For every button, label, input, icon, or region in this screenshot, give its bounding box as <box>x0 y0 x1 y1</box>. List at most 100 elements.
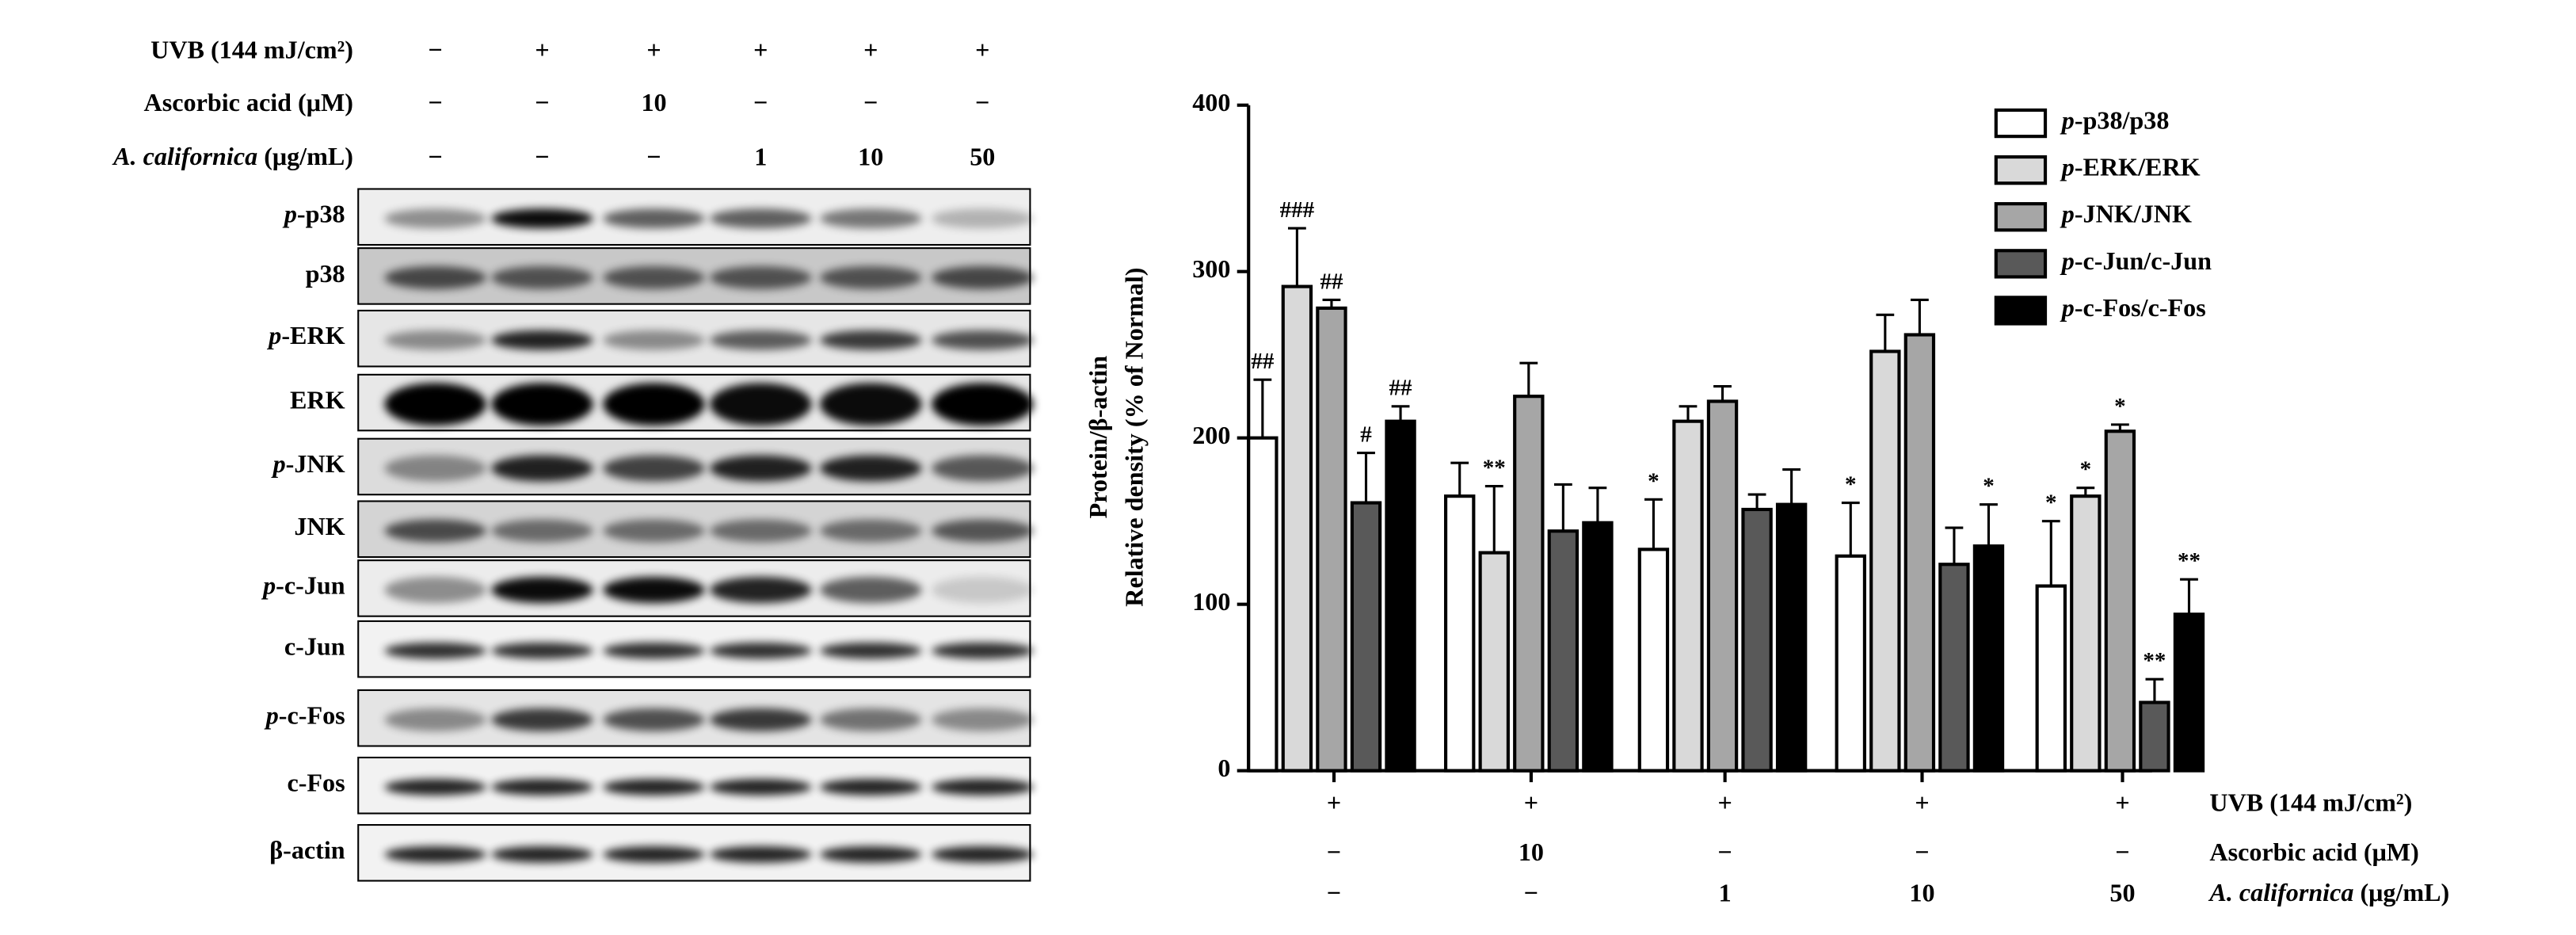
blot-band <box>819 265 922 289</box>
blot-band <box>710 383 812 426</box>
blot-band <box>931 642 1034 659</box>
condition-value: 50 <box>970 143 995 171</box>
condition-value: 1 <box>1719 879 1732 907</box>
blot-band <box>710 778 812 796</box>
bar <box>1835 554 1866 773</box>
condition-value: − <box>753 88 768 116</box>
condition-value: + <box>535 36 549 64</box>
blot-band <box>384 208 486 229</box>
condition-value: + <box>975 36 989 64</box>
blot-band <box>603 778 705 796</box>
y-axis-label: Relative density (% of Normal) <box>1120 268 1149 607</box>
blot-band <box>710 519 812 543</box>
bar <box>1478 551 1510 773</box>
blot-band <box>603 330 705 350</box>
blot-band <box>603 455 705 482</box>
condition-value: − <box>2115 838 2129 866</box>
condition-value: − <box>1327 838 1341 866</box>
blot-row-label: c-Fos <box>287 769 345 797</box>
blot-band <box>931 265 1034 289</box>
bar <box>1775 502 1808 773</box>
significance-label: ** <box>1483 455 1506 480</box>
bar <box>1247 436 1278 773</box>
legend-swatch <box>1994 155 2048 185</box>
condition-value: − <box>975 88 989 116</box>
legend-label: p-JNK/JNK <box>2060 200 2192 228</box>
blot-band <box>384 265 486 289</box>
significance-label: * <box>2114 394 2126 419</box>
condition-value: − <box>535 143 549 171</box>
blot-band <box>931 519 1034 543</box>
blot-row-label: ERK <box>290 385 345 414</box>
legend-swatch <box>1994 202 2048 232</box>
bar <box>1350 501 1382 773</box>
blot-band <box>931 576 1034 604</box>
blot-band <box>819 208 922 229</box>
condition-value: 10 <box>1519 838 1544 866</box>
legend-swatch <box>1994 108 2048 139</box>
blot-band <box>710 208 812 229</box>
condition-label: UVB (144 mJ/cm²) <box>2209 788 2412 817</box>
significance-label: ** <box>2178 548 2201 574</box>
blot-band <box>384 778 486 796</box>
significance-label: ## <box>1320 269 1343 294</box>
blot-band <box>603 642 705 659</box>
blot-band <box>603 383 705 426</box>
bar <box>1513 395 1545 773</box>
condition-value: 10 <box>858 143 883 171</box>
condition-value: + <box>1915 788 1929 817</box>
significance-label: * <box>2080 457 2092 483</box>
blot-band <box>710 708 812 731</box>
bar <box>1582 521 1614 773</box>
blot-row-label: p38 <box>306 259 345 288</box>
blot-band <box>491 265 593 289</box>
blot-band <box>491 576 593 604</box>
y-tick-label: 100 <box>1192 587 1230 616</box>
significance-label: * <box>1845 471 1857 497</box>
bar <box>1869 349 1901 773</box>
bar <box>1706 399 1739 773</box>
condition-label: Ascorbic acid (μM) <box>2209 838 2418 866</box>
blot-row-label: c-Jun <box>284 632 345 661</box>
blot-band <box>491 383 593 426</box>
blot-band <box>384 846 486 863</box>
blot-band <box>819 778 922 796</box>
blot-row-label: p-ERK <box>266 322 345 350</box>
significance-label: * <box>1983 474 1995 499</box>
blot-band <box>491 330 593 350</box>
condition-value: − <box>863 88 878 116</box>
blot-band <box>603 265 705 289</box>
blot-band <box>710 846 812 863</box>
y-tick-label: 400 <box>1192 88 1230 116</box>
blot-band <box>819 455 922 482</box>
blot-band <box>384 642 486 659</box>
y-tick-label: 0 <box>1218 754 1230 782</box>
blot-band <box>491 519 593 543</box>
blot-row-label: JNK <box>294 512 345 540</box>
y-tick-label: 200 <box>1192 421 1230 449</box>
condition-value: + <box>2115 788 2129 817</box>
bar <box>1938 563 1970 773</box>
blot-band <box>819 642 922 659</box>
blot-band <box>710 455 812 482</box>
significance-label: # <box>1360 422 1372 447</box>
blot-row-label: p-JNK <box>271 449 345 478</box>
blot-band <box>819 576 922 604</box>
significance-label: * <box>1648 468 1660 494</box>
legend-label: p-c-Jun/c-Jun <box>2060 246 2212 275</box>
blot-band <box>819 330 922 350</box>
blot-band <box>491 455 593 482</box>
blot-row-label: β-actin <box>269 836 345 864</box>
condition-value: + <box>753 36 768 64</box>
blot-band <box>931 455 1034 482</box>
condition-value: − <box>1717 838 1732 866</box>
blot-band <box>931 383 1034 426</box>
blot-band <box>931 846 1034 863</box>
y-axis-label: Protein/β-actin <box>1084 356 1112 519</box>
blot-band <box>603 208 705 229</box>
condition-value: 1 <box>754 143 767 171</box>
y-tick-label: 300 <box>1192 254 1230 283</box>
condition-label: Ascorbic acid (μM) <box>144 88 353 116</box>
blot-band <box>384 383 486 426</box>
